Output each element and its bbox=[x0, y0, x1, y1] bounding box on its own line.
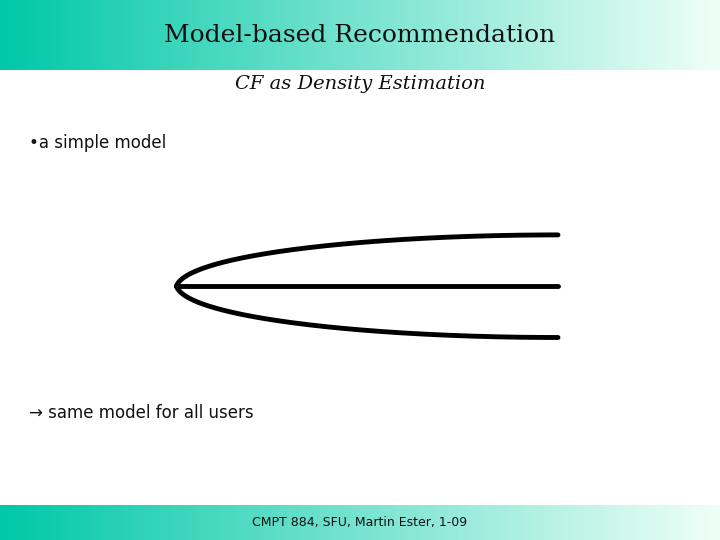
Text: → same model for all users: → same model for all users bbox=[29, 404, 253, 422]
Text: Model-based Recommendation: Model-based Recommendation bbox=[164, 24, 556, 46]
Text: CMPT 884, SFU, Martin Ester, 1-09: CMPT 884, SFU, Martin Ester, 1-09 bbox=[253, 516, 467, 529]
Text: •a simple model: •a simple model bbox=[29, 134, 166, 152]
Text: CF as Density Estimation: CF as Density Estimation bbox=[235, 75, 485, 93]
